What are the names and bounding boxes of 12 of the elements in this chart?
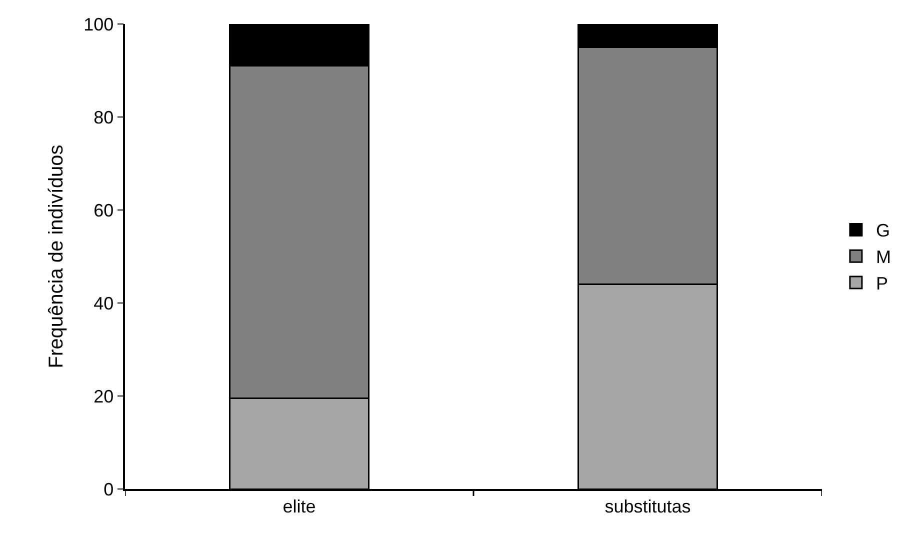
x-tick-label: elite bbox=[282, 496, 316, 516]
y-tick-label: 100 bbox=[84, 14, 114, 34]
y-tick-label: 80 bbox=[94, 107, 114, 128]
y-tick-label: 0 bbox=[104, 479, 114, 500]
x-tick-label: substitutas bbox=[604, 496, 691, 516]
legend-label: G bbox=[876, 220, 890, 241]
y-tick-label: 40 bbox=[94, 293, 114, 314]
legend-label: P bbox=[876, 274, 888, 294]
y-axis-title: Frequência de indivíduos bbox=[46, 144, 68, 368]
y-tick-label: 20 bbox=[94, 386, 114, 406]
y-tick-label: 60 bbox=[94, 200, 114, 220]
legend-label: M bbox=[876, 247, 891, 268]
